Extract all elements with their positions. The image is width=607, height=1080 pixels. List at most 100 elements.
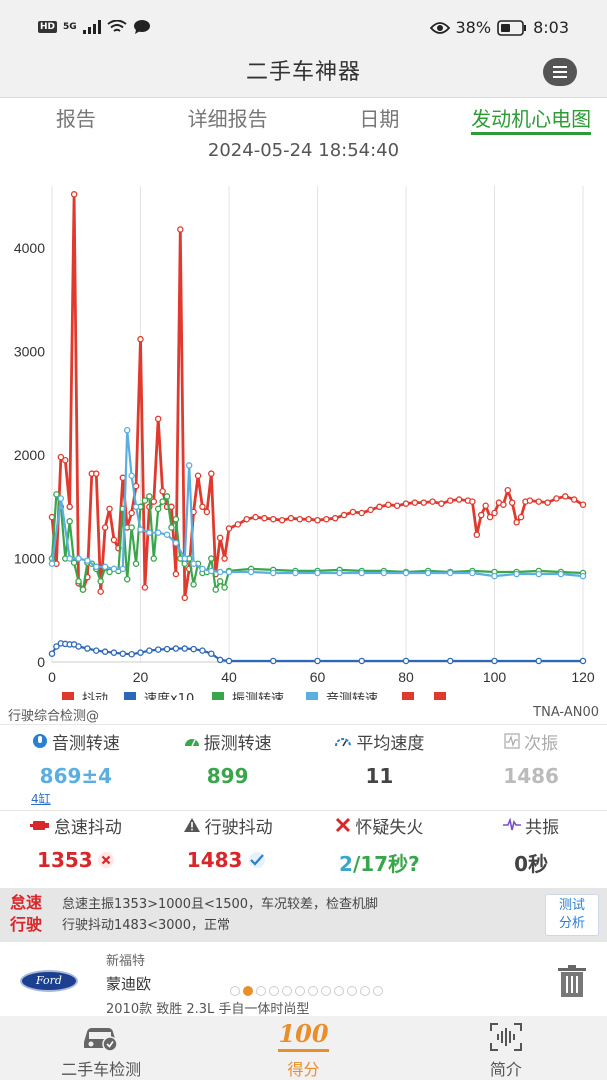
- data-point: [199, 565, 206, 573]
- page-indicator[interactable]: [230, 986, 383, 996]
- tab-report[interactable]: 报告: [55, 107, 96, 131]
- page-dot[interactable]: [373, 986, 383, 996]
- car-description: 2010款 致胜 2.3L 手自一体时尚型: [106, 1002, 310, 1017]
- page-dot[interactable]: [360, 986, 370, 996]
- x-tick-label: 40: [221, 669, 237, 685]
- data-point: [93, 563, 100, 571]
- data-point: [252, 513, 259, 521]
- data-point: [446, 497, 454, 504]
- data-point: [168, 524, 175, 531]
- stat-idle-shake[interactable]: 怠速抖动 1353: [0, 812, 152, 877]
- data-point: [119, 565, 127, 573]
- nav-used-car-check[interactable]: 二手车检测: [0, 1016, 202, 1080]
- x-tick-label: 120: [571, 669, 595, 685]
- data-point: [48, 560, 56, 567]
- data-point: [579, 501, 587, 508]
- pulse-icon: [503, 818, 522, 831]
- data-point: [53, 643, 60, 650]
- tab-date[interactable]: 日期: [359, 107, 400, 131]
- page-dot[interactable]: [321, 986, 331, 996]
- page-dot[interactable]: [269, 986, 279, 996]
- x-tick-label: 100: [483, 669, 507, 685]
- misfire-count: 2: [339, 852, 353, 876]
- data-point: [446, 569, 454, 577]
- data-point: [557, 570, 565, 578]
- page-dot[interactable]: [308, 986, 318, 996]
- data-point: [93, 470, 100, 477]
- stat-driving-shake[interactable]: 行驶抖动 1483: [152, 812, 304, 877]
- stat-suspected-misfire[interactable]: 怀疑失火 2/17秒?: [304, 812, 456, 877]
- page-dot[interactable]: [334, 986, 344, 996]
- stat-resonance[interactable]: 共振 0秒: [455, 812, 607, 877]
- device-model-label: TNA-AN00: [533, 705, 599, 720]
- data-point: [358, 509, 365, 517]
- data-point: [517, 513, 525, 521]
- data-point: [66, 518, 73, 525]
- page-dot[interactable]: [295, 986, 305, 996]
- data-point: [424, 569, 432, 577]
- data-point: [221, 584, 228, 591]
- data-point: [314, 569, 321, 577]
- nav-about[interactable]: 简介: [405, 1016, 607, 1080]
- stat-secondary-vibration[interactable]: 次振 1486: [455, 728, 607, 807]
- nav-score[interactable]: 100 得分: [278, 1019, 329, 1079]
- data-point: [562, 493, 569, 500]
- app-title: 二手车神器: [245, 60, 361, 85]
- tab-engine-ecg[interactable]: 发动机心电图: [455, 100, 607, 140]
- data-point: [376, 503, 383, 511]
- menu-button[interactable]: [543, 58, 577, 86]
- page-dot[interactable]: [347, 986, 357, 996]
- legend-swatch: [212, 692, 224, 700]
- data-point: [473, 531, 481, 538]
- data-point: [385, 501, 392, 508]
- data-point: [75, 578, 82, 585]
- page-dot[interactable]: [256, 986, 266, 996]
- tab-detailed-report[interactable]: 详细报告: [187, 107, 268, 131]
- clock: 8:03: [533, 18, 569, 37]
- page-dot-active[interactable]: [243, 986, 253, 996]
- red-x-icon: [336, 817, 351, 833]
- menu-icon: [553, 66, 567, 68]
- data-point: [225, 657, 233, 665]
- data-point: [185, 462, 193, 469]
- warning-icon: [183, 818, 200, 832]
- legend-swatch: [434, 692, 446, 700]
- data-point: [106, 505, 113, 513]
- data-point: [491, 509, 498, 517]
- test-datetime: 2024-05-24 18:54:40: [207, 140, 400, 161]
- legend-swatch: [124, 692, 136, 700]
- average-speed-value: 11: [365, 764, 394, 788]
- data-point: [269, 569, 277, 577]
- data-point: [199, 647, 206, 654]
- y-tick-label: 2000: [14, 447, 45, 463]
- data-point: [579, 572, 587, 580]
- stat-vibration-rpm[interactable]: 振测转速 899: [152, 728, 304, 807]
- y-tick-label: 3000: [14, 344, 45, 360]
- data-point: [208, 650, 215, 657]
- data-point: [340, 511, 348, 519]
- data-point: [455, 496, 463, 503]
- data-point: [84, 645, 91, 652]
- vibration-rpm-value: 899: [206, 764, 249, 788]
- data-point: [66, 503, 73, 511]
- stat-sound-rpm[interactable]: 音测转速 869±4 4缸: [0, 728, 152, 807]
- sound-rpm-value: 869±4: [39, 764, 113, 788]
- data-point: [358, 569, 365, 577]
- page-dot[interactable]: [230, 986, 240, 996]
- data-point: [181, 645, 188, 652]
- vehicle-info[interactable]: Ford 新福特 蒙迪欧 2010款 致胜 2.3L 手自一体时尚型: [0, 944, 607, 1017]
- data-point: [154, 646, 162, 653]
- data-point: [190, 645, 197, 653]
- cylinder-link[interactable]: 4缸: [31, 792, 51, 806]
- data-point: [48, 650, 56, 657]
- hd-badge: HD: [38, 21, 58, 33]
- test-analysis-button[interactable]: 测试 分析: [545, 894, 599, 936]
- data-point: [278, 516, 286, 524]
- data-point: [101, 648, 109, 655]
- page-dot[interactable]: [282, 986, 292, 996]
- stat-average-speed[interactable]: 平均速度 11: [304, 728, 456, 807]
- delete-trash-icon[interactable]: [557, 964, 587, 998]
- data-point: [287, 514, 295, 522]
- data-point: [212, 586, 219, 593]
- data-point: [380, 569, 388, 577]
